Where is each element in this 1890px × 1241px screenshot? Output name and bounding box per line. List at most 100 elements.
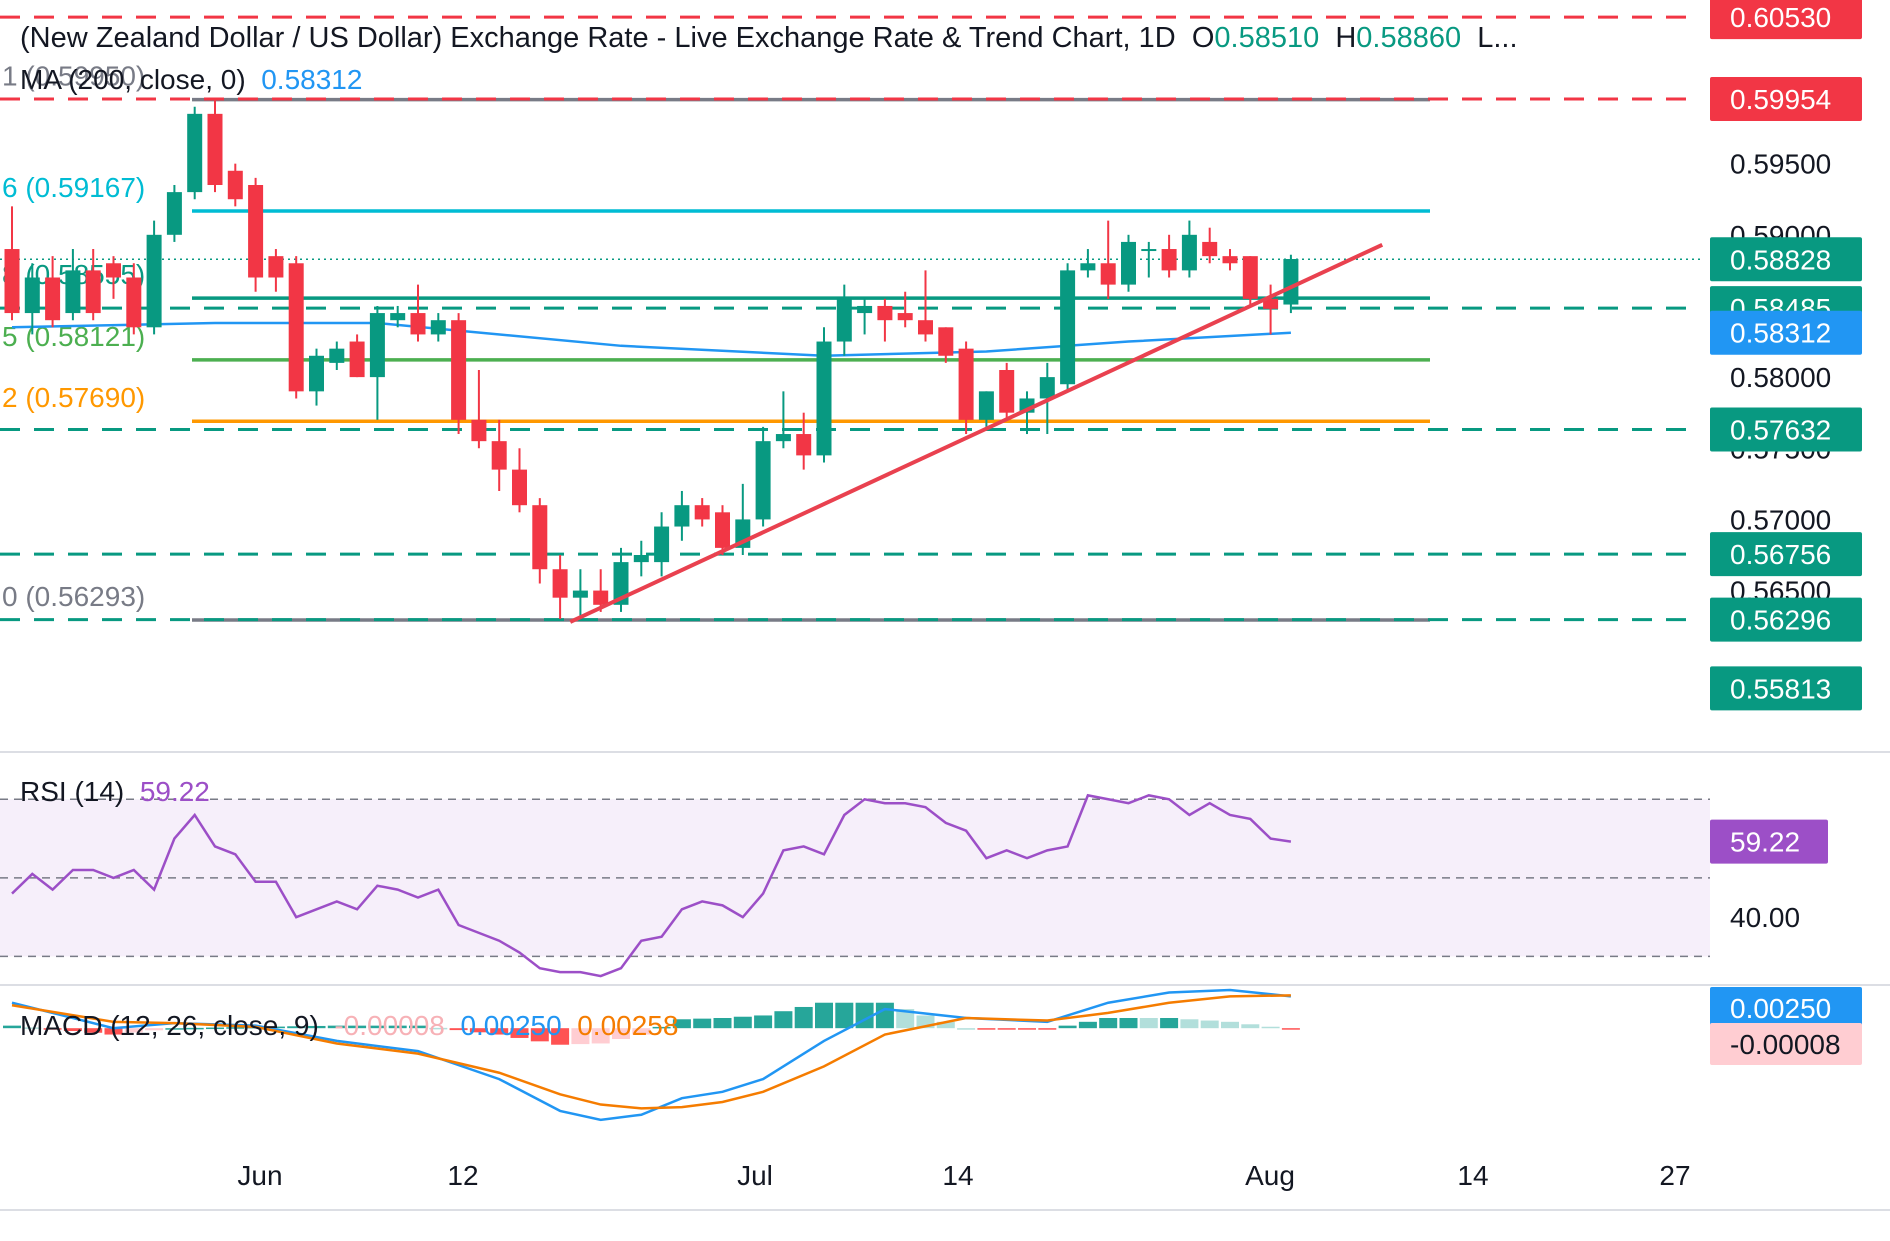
macd-histogram-bar bbox=[206, 1027, 224, 1030]
macd-histogram-bar bbox=[1241, 1024, 1260, 1029]
ma-legend-label: MA (200, close, 0) bbox=[20, 64, 246, 95]
rsi-legend-value: 59.22 bbox=[139, 776, 210, 807]
hist-badge bbox=[1710, 1023, 1862, 1065]
high-value: 0.58860 bbox=[1356, 22, 1462, 54]
candle-down bbox=[999, 370, 1015, 413]
price-badge-text: 0.60530 bbox=[1730, 2, 1831, 33]
macd-histogram-bar bbox=[693, 1018, 712, 1029]
ma-legend[interactable]: MA (200, close, 0) 0.58312 bbox=[20, 64, 362, 96]
macd-histogram-bar bbox=[145, 1028, 164, 1031]
macd-legend-signal: 0.00258 bbox=[577, 1010, 679, 1041]
macd-histogram-bar bbox=[632, 1028, 651, 1035]
price-badge bbox=[1710, 597, 1862, 642]
price-badge bbox=[1710, 0, 1862, 40]
macd-badge-text: 0.00250 bbox=[1730, 993, 1831, 1024]
high-label: H bbox=[1335, 22, 1357, 54]
macd-legend-macd: 0.00250 bbox=[460, 1010, 562, 1041]
rsi-legend[interactable]: RSI (14) 59.22 bbox=[20, 776, 210, 808]
macd-histogram-bar bbox=[368, 1025, 387, 1029]
macd-histogram-bar bbox=[1160, 1018, 1179, 1029]
candle-up bbox=[390, 313, 406, 321]
candle-down bbox=[1263, 298, 1279, 309]
macd-histogram-bar bbox=[104, 1028, 123, 1035]
candle-down bbox=[918, 320, 933, 335]
ma-200-polyline bbox=[11, 321, 1291, 358]
macd-histogram-bar bbox=[84, 1028, 103, 1033]
candle-down bbox=[897, 313, 913, 321]
candle-up bbox=[857, 305, 873, 314]
macd-histogram-bar bbox=[63, 1028, 82, 1031]
price-badge bbox=[1710, 407, 1862, 452]
fib-label: 0 (0.56293) bbox=[2, 581, 145, 612]
macd-histogram-bar bbox=[307, 1025, 326, 1029]
macd-histogram-bar bbox=[43, 1028, 62, 1030]
macd-histogram-bar bbox=[1221, 1021, 1239, 1029]
time-label: Jul bbox=[737, 1160, 773, 1191]
macd-histogram-bar bbox=[226, 1027, 245, 1029]
candle-down bbox=[958, 348, 974, 420]
fib-label: 2 (0.57690) bbox=[2, 382, 145, 413]
time-label: Jun bbox=[237, 1160, 282, 1191]
macd-histogram-bar bbox=[957, 1028, 976, 1030]
candle-up bbox=[65, 270, 81, 314]
candle-up bbox=[166, 192, 182, 235]
macd-histogram-bar bbox=[754, 1015, 773, 1029]
candle-down bbox=[593, 590, 609, 605]
time-axis: Jun 12 Jul 14 Aug 14 27 bbox=[237, 1160, 1690, 1191]
macd-histogram-bar bbox=[591, 1028, 610, 1044]
price-axis: 0.595000.590000.580000.575000.570000.565… bbox=[1710, 0, 1862, 711]
macd-histogram-bar bbox=[3, 1025, 21, 1029]
candle-up bbox=[369, 313, 385, 378]
candle-up bbox=[1141, 249, 1157, 252]
candle-down bbox=[268, 256, 284, 278]
price-badge-text: 0.55813 bbox=[1730, 673, 1831, 704]
candle-down bbox=[491, 441, 507, 470]
price-badge-text: 0.56296 bbox=[1730, 605, 1831, 636]
candle-down bbox=[1242, 256, 1258, 299]
ma-legend-value: 0.58312 bbox=[261, 64, 363, 95]
macd-histogram-bar bbox=[23, 1027, 42, 1029]
candle-down bbox=[694, 505, 710, 520]
macd-histogram-bar bbox=[936, 1021, 955, 1029]
chart-header: (New Zealand Dollar / US Dollar) Exchang… bbox=[20, 22, 1518, 55]
macd-histogram-bar bbox=[672, 1019, 691, 1029]
rsi-badge bbox=[1710, 819, 1828, 864]
macd-histogram-bar bbox=[977, 1028, 996, 1030]
macd-histogram-bar bbox=[1200, 1020, 1219, 1029]
open-value: 0.58510 bbox=[1214, 22, 1320, 54]
time-label: 27 bbox=[1659, 1160, 1690, 1191]
candle-up bbox=[1060, 270, 1076, 385]
price-badge-text: 0.59954 bbox=[1730, 84, 1831, 115]
candle-down bbox=[227, 170, 243, 200]
macd-legend[interactable]: MACD (12, 26, close, 9) -0.00008 0.00250… bbox=[20, 1010, 678, 1042]
candle-up bbox=[674, 505, 690, 527]
price-badge bbox=[1710, 77, 1862, 122]
rsi-pane: 40.00 59.22 bbox=[0, 793, 1828, 978]
fib-label: 1 (0.59950) bbox=[2, 61, 145, 92]
macd-badge bbox=[1710, 987, 1862, 1029]
macd-histogram-bar bbox=[530, 1028, 549, 1042]
macd-histogram-bar bbox=[1261, 1026, 1280, 1029]
macd-histogram-bar bbox=[124, 1028, 143, 1033]
macd-histogram-bar bbox=[835, 1002, 854, 1029]
candle-up bbox=[613, 562, 629, 605]
candle-up bbox=[836, 298, 852, 342]
trendline bbox=[569, 242, 1384, 624]
candle-up bbox=[755, 441, 771, 520]
candle-down bbox=[4, 249, 20, 314]
grid-layer bbox=[0, 751, 1890, 1211]
rsi-badge-text: 59.22 bbox=[1730, 827, 1800, 858]
header-more: L... bbox=[1477, 22, 1518, 54]
candle-up bbox=[24, 277, 40, 314]
macd-histogram-bar bbox=[652, 1026, 671, 1029]
macd-pane: 0.00250 -0.00008 bbox=[3, 987, 1862, 1122]
macd-histogram-bar bbox=[1018, 1028, 1036, 1030]
candle-down bbox=[715, 512, 730, 548]
macd-histogram-bar bbox=[469, 1028, 488, 1033]
macd-legend-label: MACD (12, 26, close, 9) bbox=[20, 1010, 319, 1041]
time-label: Aug bbox=[1245, 1160, 1295, 1191]
candle-up bbox=[430, 320, 446, 335]
candle-down bbox=[877, 305, 893, 321]
price-badge-text: 0.57632 bbox=[1730, 414, 1831, 445]
candle-up bbox=[654, 526, 670, 563]
